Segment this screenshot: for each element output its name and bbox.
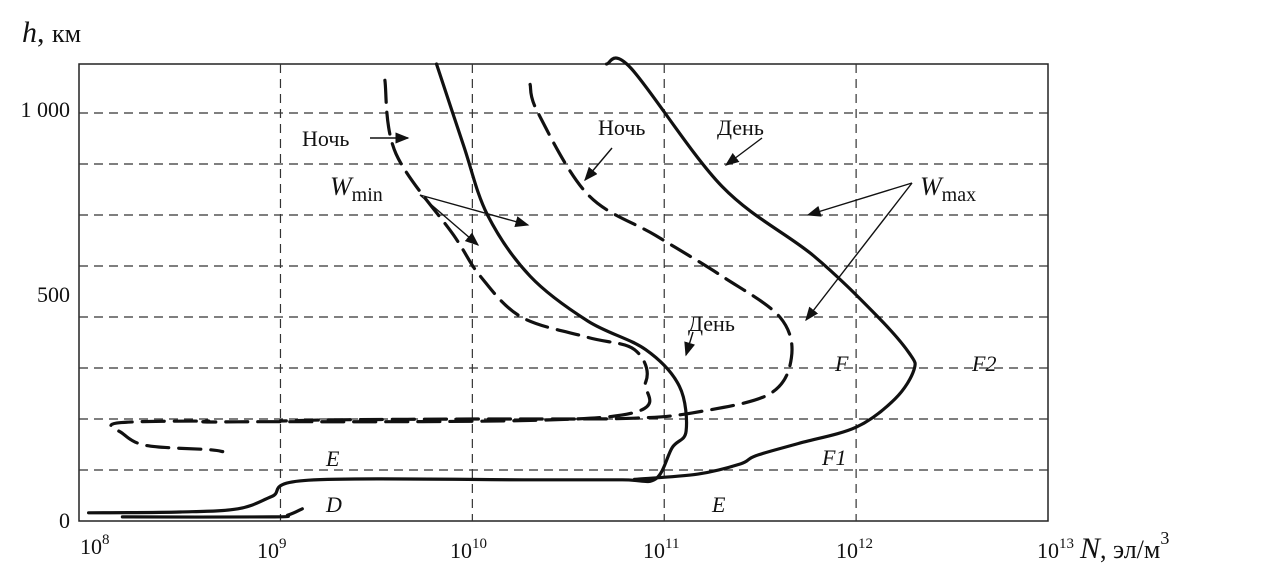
layer-label-d: D	[325, 492, 342, 517]
layer-label-f: F	[834, 351, 849, 376]
annotation-arrow	[584, 147, 613, 182]
x-tick-label: 1010	[450, 536, 487, 563]
curve-night-wmax	[278, 82, 794, 423]
x-tick-label: 109	[257, 536, 287, 563]
label-day-wmin: День	[688, 311, 735, 336]
layer-label-f2: F2	[971, 351, 996, 376]
annotation-arrow	[724, 137, 763, 166]
annotation-arrows	[370, 132, 913, 357]
label-night-wmax: Ночь	[598, 115, 645, 140]
annotation-arrow	[419, 194, 530, 228]
y-tick-label: 500	[37, 282, 70, 307]
plot-frame	[78, 63, 1049, 522]
label-w-min: Wmin	[330, 172, 383, 206]
y-tick-label: 0	[59, 508, 70, 533]
grid	[79, 64, 1048, 521]
x-tick-label: 1012	[836, 536, 873, 563]
label-day-wmax: День	[717, 115, 764, 140]
curve-day-wmin	[87, 62, 689, 515]
layer-label-f1: F1	[821, 445, 846, 470]
annotation-arrow	[806, 182, 913, 217]
y-tick-label: 1 000	[21, 97, 71, 122]
annotation-arrow	[805, 182, 913, 322]
x-tick-label: 1011	[643, 536, 679, 563]
y-axis-title: h, км	[22, 16, 81, 49]
x-axis-title: N, эл/м3	[1079, 528, 1169, 565]
annotation-arrow	[684, 331, 696, 357]
curve-day-wmax	[120, 507, 304, 519]
label-w-max: Wmax	[920, 172, 976, 206]
curve-day-wmax	[604, 56, 917, 481]
curve-night-wmin	[109, 78, 652, 454]
x-tick-label: 1013	[1037, 536, 1074, 563]
x-tick-label: 108	[80, 532, 110, 559]
label-night-wmin: Ночь	[302, 126, 349, 151]
layer-label-e-night: E	[325, 446, 340, 471]
curves	[87, 56, 917, 519]
layer-label-e-day: E	[711, 492, 726, 517]
annotation-arrow	[419, 194, 480, 246]
